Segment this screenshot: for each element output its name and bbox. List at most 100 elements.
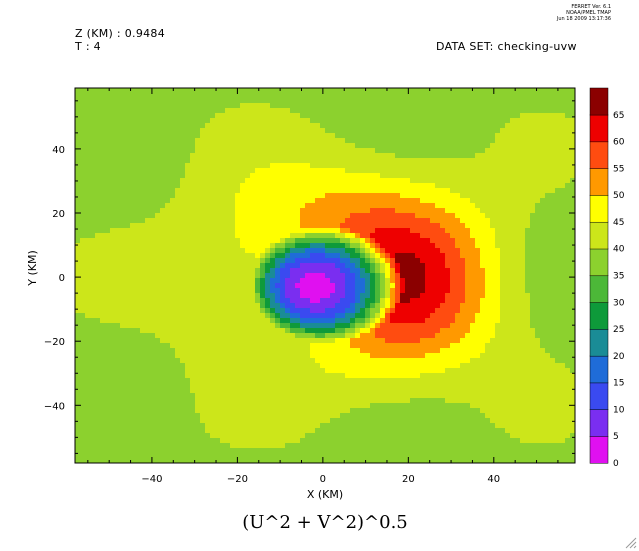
field-cell <box>495 218 501 224</box>
field-cell <box>295 313 301 319</box>
field-cell <box>225 133 231 139</box>
field-cell <box>330 278 336 284</box>
field-cell <box>445 268 451 274</box>
field-cell <box>275 138 281 144</box>
field-cell <box>430 308 436 314</box>
field-cell <box>295 208 301 214</box>
field-cell <box>135 223 141 229</box>
field-cell <box>120 158 126 164</box>
field-cell <box>540 213 546 219</box>
field-cell <box>480 328 486 334</box>
field-cell <box>445 208 451 214</box>
field-cell <box>325 298 331 304</box>
field-cell <box>120 233 126 239</box>
field-cell <box>280 248 286 254</box>
field-cell <box>145 253 151 259</box>
field-cell <box>225 278 231 284</box>
field-cell <box>165 303 171 309</box>
field-cell <box>270 188 276 194</box>
field-cell <box>220 248 226 254</box>
field-cell <box>445 118 451 124</box>
field-cell <box>215 223 221 229</box>
field-cell <box>495 148 501 154</box>
field-cell <box>370 93 376 99</box>
field-cell <box>275 268 281 274</box>
field-cell <box>515 293 521 299</box>
field-cell <box>135 143 141 149</box>
field-cell <box>150 153 156 159</box>
field-cell <box>545 173 551 179</box>
field-cell <box>520 253 526 259</box>
field-cell <box>375 318 381 324</box>
field-cell <box>295 93 301 99</box>
field-cell <box>100 278 106 284</box>
field-cell <box>325 108 331 114</box>
field-cell <box>455 138 461 144</box>
field-cell <box>90 133 96 139</box>
field-cell <box>430 333 436 339</box>
field-cell <box>280 318 286 324</box>
field-cell <box>85 248 91 254</box>
field-cell <box>430 273 436 279</box>
field-cell <box>315 233 321 239</box>
field-cell <box>475 118 481 124</box>
field-cell <box>355 213 361 219</box>
field-cell <box>490 93 496 99</box>
field-cell <box>475 218 481 224</box>
field-cell <box>520 213 526 219</box>
field-cell <box>270 88 276 94</box>
field-cell <box>140 118 146 124</box>
field-cell <box>525 293 531 299</box>
field-cell <box>470 213 476 219</box>
field-cell <box>165 233 171 239</box>
field-cell <box>285 203 291 209</box>
field-cell <box>380 128 386 134</box>
field-cell <box>425 283 431 289</box>
field-cell <box>155 333 161 339</box>
field-cell <box>295 198 301 204</box>
field-cell <box>475 333 481 339</box>
field-cell <box>410 193 416 199</box>
field-cell <box>385 103 391 109</box>
field-cell <box>315 158 321 164</box>
field-cell <box>340 108 346 114</box>
field-cell <box>465 133 471 139</box>
field-cell <box>445 323 451 329</box>
field-cell <box>355 313 361 319</box>
field-cell <box>545 268 551 274</box>
field-cell <box>565 93 571 99</box>
field-cell <box>450 233 456 239</box>
field-cell <box>300 273 306 279</box>
field-cell <box>325 258 331 264</box>
field-cell <box>530 233 536 239</box>
field-cell <box>290 268 296 274</box>
field-cell <box>240 298 246 304</box>
field-cell <box>445 183 451 189</box>
field-cell <box>75 153 81 159</box>
field-cell <box>175 223 181 229</box>
field-cell <box>495 238 501 244</box>
field-cell <box>265 233 271 239</box>
field-cell <box>100 188 106 194</box>
field-cell <box>175 183 181 189</box>
field-cell <box>535 273 541 279</box>
field-cell <box>500 98 506 104</box>
field-cell <box>420 328 426 334</box>
field-cell <box>505 293 511 299</box>
field-cell <box>500 238 506 244</box>
field-cell <box>510 188 516 194</box>
field-cell <box>410 163 416 169</box>
field-cell <box>100 228 106 234</box>
field-cell <box>550 178 556 184</box>
field-cell <box>365 213 371 219</box>
field-cell <box>445 193 451 199</box>
field-cell <box>380 328 386 334</box>
field-cell <box>325 303 331 309</box>
field-cell <box>185 293 191 299</box>
field-cell <box>510 328 516 334</box>
field-cell <box>235 198 241 204</box>
field-cell <box>90 278 96 284</box>
field-cell <box>220 303 226 309</box>
field-cell <box>540 263 546 269</box>
field-cell <box>115 203 121 209</box>
